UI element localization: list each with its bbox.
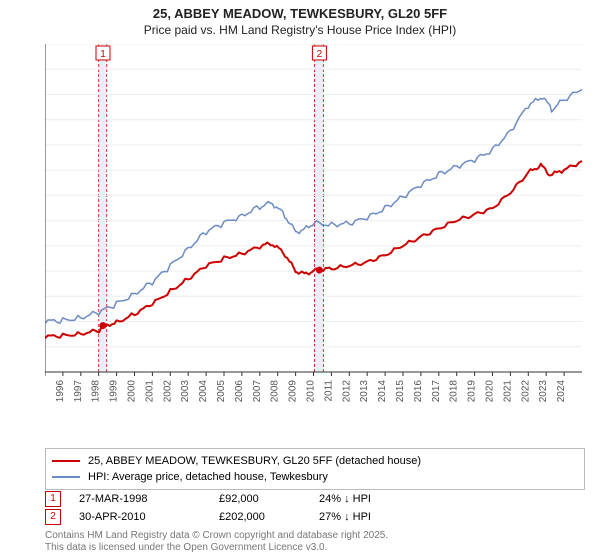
svg-text:2016: 2016 [413,380,424,403]
sale-marker-row: 1 27-MAR-1998£92,00024% ↓ HPI [45,490,585,508]
svg-text:2003: 2003 [180,380,191,403]
legend-swatch [52,476,80,478]
sale-marker-badge: 2 [45,509,61,525]
svg-text:2014: 2014 [377,380,388,403]
sale-price: £92,000 [219,493,319,505]
sale-hpi-diff: 24% ↓ HPI [319,493,439,505]
legend-label: 25, ABBEY MEADOW, TEWKESBURY, GL20 5FF (… [88,455,421,467]
svg-text:1: 1 [100,49,106,60]
chart-container: 25, ABBEY MEADOW, TEWKESBURY, GL20 5FF P… [0,0,600,560]
sale-date: 27-MAR-1998 [79,493,219,505]
title-subtitle: Price paid vs. HM Land Registry's House … [0,23,600,37]
sale-marker-table: 1 27-MAR-1998£92,00024% ↓ HPI 2 30-APR-2010… [45,490,585,526]
svg-text:2018: 2018 [449,380,460,403]
svg-text:1995: 1995 [45,380,48,403]
legend-row: 25, ABBEY MEADOW, TEWKESBURY, GL20 5FF (… [52,453,578,469]
svg-text:2005: 2005 [216,380,227,403]
legend-box: 25, ABBEY MEADOW, TEWKESBURY, GL20 5FF (… [45,448,585,490]
svg-text:2007: 2007 [252,380,263,403]
svg-text:2011: 2011 [323,380,334,402]
svg-text:1996: 1996 [55,380,66,403]
legend-row: HPI: Average price, detached house, Tewk… [52,469,578,485]
svg-text:1997: 1997 [73,380,84,403]
svg-text:2012: 2012 [341,380,352,403]
sale-marker-badge: 1 [45,491,61,507]
svg-text:2019: 2019 [467,380,478,403]
sale-price: £202,000 [219,511,319,523]
svg-text:1999: 1999 [109,380,120,403]
svg-text:2009: 2009 [288,380,299,403]
chart-svg: £0K£50K£100K£150K£200K£250K£300K£350K£40… [45,44,590,414]
svg-text:2010: 2010 [306,380,317,403]
svg-text:2008: 2008 [270,380,281,403]
title-address: 25, ABBEY MEADOW, TEWKESBURY, GL20 5FF [0,6,600,21]
svg-text:2023: 2023 [538,380,549,403]
svg-text:2015: 2015 [395,380,406,403]
svg-text:2022: 2022 [520,380,531,403]
svg-text:1998: 1998 [91,380,102,403]
footer-line2: This data is licensed under the Open Gov… [45,542,388,554]
footer-line1: Contains HM Land Registry data © Crown c… [45,530,388,542]
legend-swatch [52,460,80,462]
svg-text:2020: 2020 [485,380,496,403]
svg-text:2024: 2024 [556,380,567,403]
sale-hpi-diff: 27% ↓ HPI [319,511,439,523]
svg-text:2006: 2006 [234,380,245,403]
title-block: 25, ABBEY MEADOW, TEWKESBURY, GL20 5FF P… [0,0,600,37]
svg-text:2004: 2004 [198,380,209,403]
svg-text:2021: 2021 [502,380,513,403]
footer-attribution: Contains HM Land Registry data © Crown c… [45,530,388,554]
svg-text:2013: 2013 [359,380,370,403]
svg-text:2017: 2017 [431,380,442,403]
legend-label: HPI: Average price, detached house, Tewk… [88,471,328,483]
sale-marker-row: 2 30-APR-2010£202,00027% ↓ HPI [45,508,585,526]
svg-text:2001: 2001 [144,380,155,403]
svg-text:2: 2 [317,49,323,60]
sale-date: 30-APR-2010 [79,511,219,523]
svg-text:2002: 2002 [162,380,173,403]
chart-area: £0K£50K£100K£150K£200K£250K£300K£350K£40… [45,44,590,414]
svg-text:2000: 2000 [127,380,138,403]
